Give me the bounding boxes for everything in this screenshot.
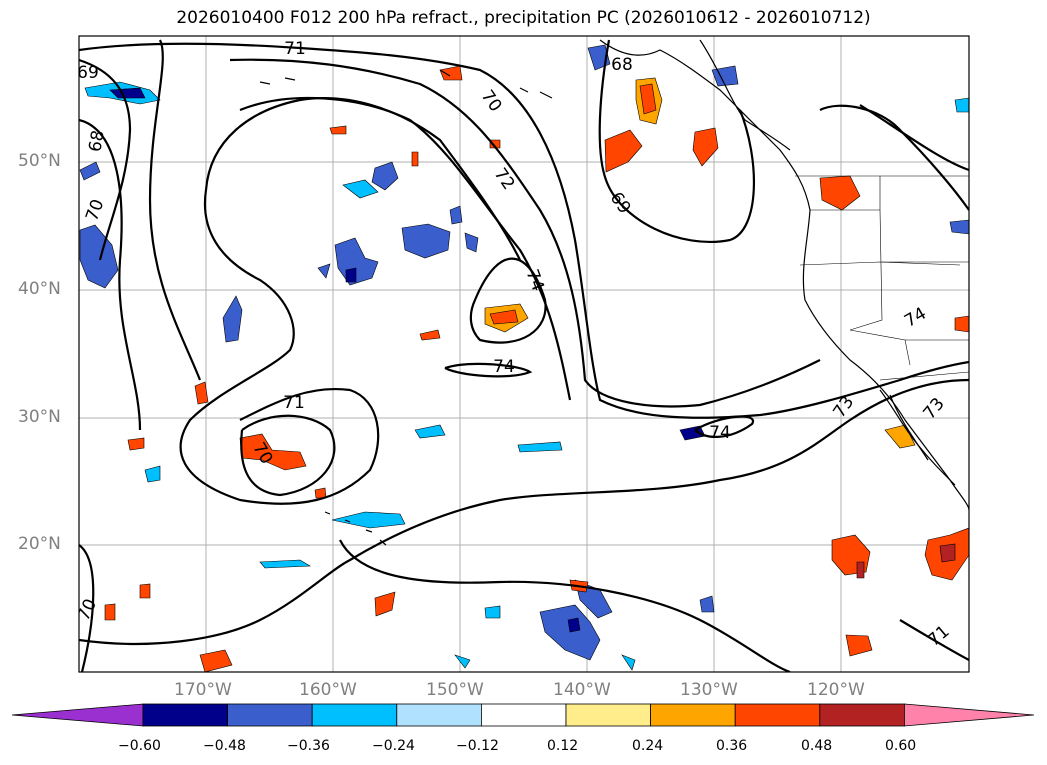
precip-negative-areas <box>79 44 969 671</box>
colorbar-segment <box>480 703 567 727</box>
contour-label: 71 <box>284 39 306 59</box>
contour-label: 74 <box>493 357 515 377</box>
borders <box>795 175 969 381</box>
lon-label: 160°W <box>299 680 357 700</box>
refractivity-contours <box>79 39 969 672</box>
lon-label: 130°W <box>680 680 738 700</box>
colorbar-segment <box>142 703 228 727</box>
colorbar-tick-label: −0.48 <box>203 738 246 754</box>
contour-label: 68 <box>611 55 633 75</box>
colorbar-extend-low <box>11 703 144 727</box>
plot-frame <box>78 35 970 673</box>
colorbar-extend-high <box>904 703 1035 727</box>
colorbar-tick-label: 0.24 <box>632 738 664 754</box>
colorbar <box>11 703 1035 727</box>
colorbar-segment <box>819 703 905 727</box>
lon-label: 150°W <box>426 680 484 700</box>
colorbar-segment <box>734 703 821 727</box>
lat-label: 50°N <box>18 151 61 171</box>
lon-label: 170°W <box>174 680 232 700</box>
lat-label: 30°N <box>18 407 61 427</box>
colorbar-tick-label: 0.60 <box>885 738 917 754</box>
lat-label: 40°N <box>18 279 61 299</box>
coastlines <box>259 39 969 546</box>
colorbar-segment <box>227 703 313 727</box>
colorbar-tick-label: −0.24 <box>372 738 415 754</box>
colorbar-tick-label: −0.60 <box>118 738 161 754</box>
colorbar-segment <box>650 703 736 727</box>
contour-label: 74 <box>709 423 731 443</box>
colorbar-tick-label: −0.36 <box>287 738 330 754</box>
precip-positive-areas <box>104 65 969 672</box>
colorbar-segment <box>311 703 398 727</box>
colorbar-tick-label: 0.48 <box>801 738 833 754</box>
colorbar-tick-label: 0.36 <box>716 738 748 754</box>
colorbar-tick-label: 0.12 <box>547 738 579 754</box>
lat-label: 20°N <box>18 534 61 554</box>
plot-area <box>79 36 969 672</box>
colorbar-segment <box>565 703 651 727</box>
colorbar-tick-label: −0.12 <box>456 738 499 754</box>
colorbar-segment <box>396 703 482 727</box>
contour-label: 69 <box>77 63 99 83</box>
lon-label: 120°W <box>807 680 865 700</box>
map-title: 2026010400 F012 200 hPa refract., precip… <box>176 8 871 28</box>
contour-label: 68 <box>85 129 108 154</box>
contour-label: 71 <box>283 393 305 413</box>
lon-label: 140°W <box>553 680 611 700</box>
contour-labels: 71 69 68 70 72 74 68 70 69 74 71 70 74 7… <box>77 39 954 651</box>
